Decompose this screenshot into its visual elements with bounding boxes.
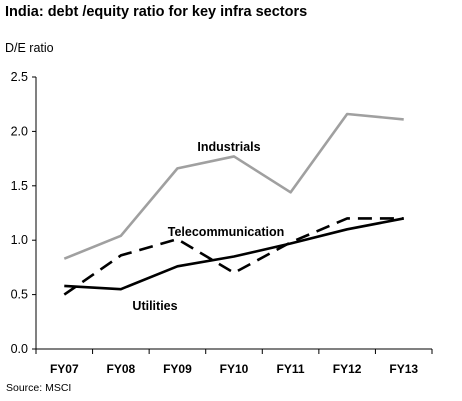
x-tick-label: FY13 <box>389 362 418 376</box>
y-tick-label: 0.0 <box>11 342 28 356</box>
x-tick-label: FY09 <box>163 362 192 376</box>
y-tick-label: 2.5 <box>11 70 28 84</box>
series-line-industrials <box>63 112 404 260</box>
y-tick-label: 1.0 <box>11 233 28 247</box>
x-tick-label: FY08 <box>107 362 136 376</box>
series-label-industrials: Industrials <box>197 140 260 154</box>
chart-title: India: debt /equity ratio for key infra … <box>5 4 308 20</box>
x-tick-label: FY11 <box>277 362 305 376</box>
series-label-telecommunication: Telecommunication <box>168 225 284 239</box>
series-line-utilities <box>64 217 404 291</box>
y-tick-label: 1.5 <box>11 179 28 193</box>
y-tick-label: 0.5 <box>11 288 28 302</box>
series-label-utilities: Utilities <box>132 299 177 313</box>
y-tick-label: 2.0 <box>11 124 28 138</box>
x-tick-label: FY07 <box>50 362 79 376</box>
source-note: Source: MSCI <box>6 382 72 394</box>
x-tick-label: FY10 <box>220 362 249 376</box>
series-line-telecommunication <box>63 217 404 296</box>
x-tick-label: FY12 <box>333 362 362 376</box>
y-axis-label: D/E ratio <box>5 41 54 55</box>
